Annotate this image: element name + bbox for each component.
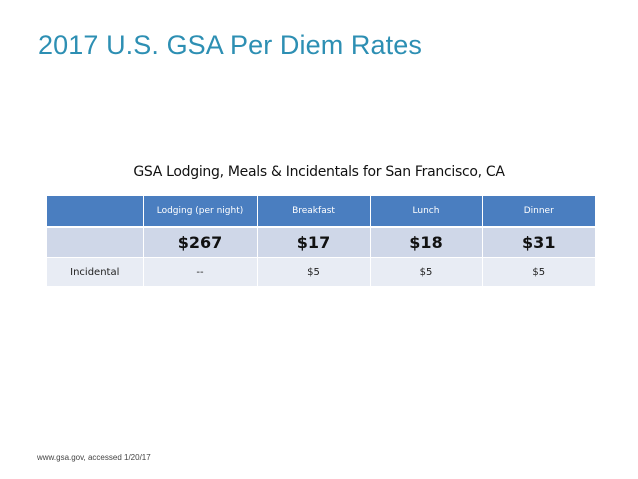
table-cell — [47, 227, 143, 258]
table-cell-lodging-incidental: -- — [142, 257, 257, 286]
header-cell-blank — [47, 196, 143, 228]
source-footnote: www.gsa.gov, accessed 1/20/17 — [37, 453, 151, 462]
header-cell-lodging: Lodging (per night) — [142, 196, 257, 228]
header-cell-breakfast: Breakfast — [256, 196, 370, 228]
per-diem-rates-table: Lodging (per night) Breakfast Lunch Dinn… — [47, 196, 595, 286]
table-row-incidental: Incidental -- $5 $5 $5 — [47, 257, 595, 286]
table-caption: GSA Lodging, Meals & Incidentals for San… — [133, 164, 505, 180]
slide-title: 2017 U.S. GSA Per Diem Rates — [38, 30, 422, 60]
table-cell-row-label: Incidental — [47, 257, 143, 286]
table-cell-breakfast-incidental: $5 — [256, 257, 370, 286]
table-cell-lunch-rate: $18 — [369, 227, 482, 258]
table-cell-breakfast-rate: $17 — [256, 227, 370, 258]
table-cell-lunch-incidental: $5 — [369, 257, 482, 286]
table-cell-dinner-incidental: $5 — [481, 257, 595, 286]
table-cell-lodging-rate: $267 — [142, 227, 257, 258]
table-cell-dinner-rate: $31 — [481, 227, 595, 258]
header-cell-lunch: Lunch — [369, 196, 482, 228]
table-row-rates: $267 $17 $18 $31 — [47, 227, 595, 258]
header-cell-dinner: Dinner — [481, 196, 595, 228]
table-header-row: Lodging (per night) Breakfast Lunch Dinn… — [47, 196, 595, 228]
